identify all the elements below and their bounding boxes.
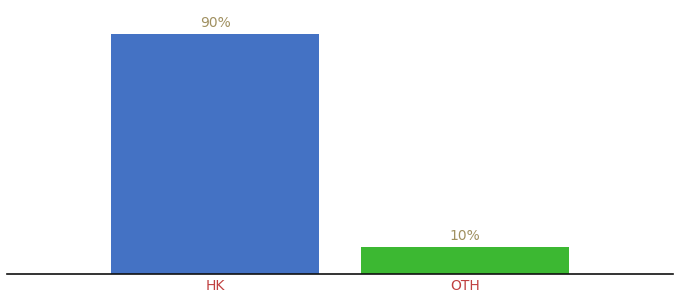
Bar: [361, 247, 569, 274]
Bar: [111, 34, 319, 274]
Text: 90%: 90%: [200, 16, 231, 30]
Text: 10%: 10%: [449, 229, 480, 243]
